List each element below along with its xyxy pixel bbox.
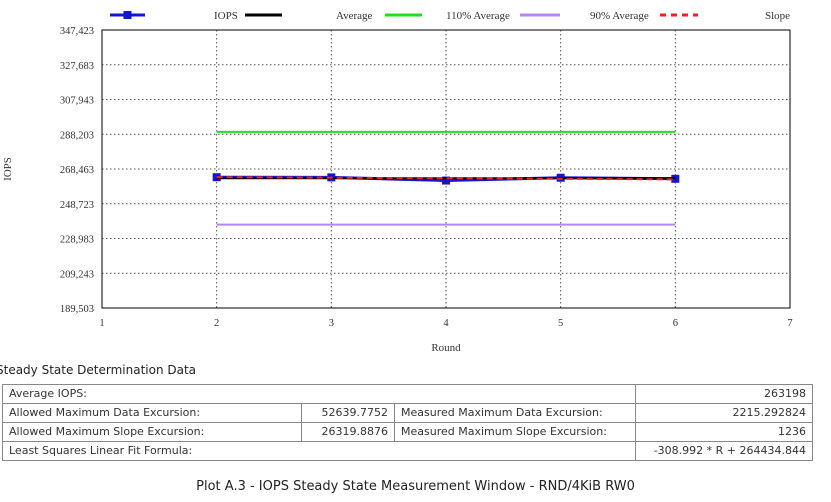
x-tick-label: 4: [443, 318, 449, 329]
y-tick-label: 268,463: [60, 165, 94, 176]
y-tick-label: 347,423: [60, 26, 94, 37]
measured-data-excursion-value: 2215.292824: [635, 403, 813, 423]
allowed-data-excursion-label: Allowed Maximum Data Excursion:: [2, 403, 302, 423]
table-row: Allowed Maximum Data Excursion: 52639.77…: [2, 403, 813, 423]
legend: IOPS Average 110% Average 90% Average Slope: [110, 10, 790, 22]
table-row: Allowed Maximum Slope Excursion: 26319.8…: [2, 422, 813, 442]
x-tick-label: 3: [329, 318, 334, 329]
chart-area: IOPS Average 110% Average 90% Average Slope …: [2, 10, 793, 354]
average-iops-label: Average IOPS:: [2, 384, 636, 404]
series-slope-line: [216, 176, 676, 181]
y-axis-label: IOPS: [2, 157, 14, 181]
measured-slope-excursion-label: Measured Maximum Slope Excursion:: [394, 422, 636, 442]
legend-label-90-average: 90% Average: [590, 10, 649, 22]
x-tick-label: 7: [787, 318, 792, 329]
allowed-data-excursion-value: 52639.7752: [301, 403, 395, 423]
x-axis-label: Round: [431, 342, 461, 354]
data-point: [442, 176, 450, 185]
fit-formula-value: -308.992 * R + 264434.844: [635, 441, 813, 461]
table-row: Average IOPS: 263198: [2, 384, 813, 404]
y-tick-label: 288,203: [60, 130, 94, 141]
allowed-slope-excursion-label: Allowed Maximum Slope Excursion:: [2, 422, 302, 442]
plot-frame: [101, 29, 791, 309]
x-axis-ticks: 1 2 3 4 5 6 7: [99, 318, 792, 329]
y-tick-label: 189,503: [60, 304, 94, 315]
legend-marker-iops: [123, 11, 132, 19]
y-tick-label: 307,943: [60, 96, 94, 107]
steady-state-table: Average IOPS: 263198 Allowed Maximum Dat…: [2, 384, 813, 461]
legend-label-110-average: 110% Average: [446, 10, 510, 22]
x-tick-label: 6: [673, 318, 678, 329]
x-tick-label: 1: [99, 318, 104, 329]
measured-slope-excursion-value: 1236: [635, 422, 813, 442]
series-lines: [212, 130, 680, 226]
y-tick-label: 209,243: [60, 269, 94, 280]
y-tick-label: 327,683: [60, 61, 94, 72]
table-row: Least Squares Linear Fit Formula: -308.9…: [2, 441, 813, 461]
average-iops-value: 263198: [635, 384, 813, 404]
grid: [102, 30, 790, 308]
table-title: Steady State Determination Data: [0, 363, 197, 377]
legend-label-iops: IOPS: [214, 10, 238, 22]
allowed-slope-excursion-value: 26319.8876: [301, 422, 395, 442]
measured-data-excursion-label: Measured Maximum Data Excursion:: [394, 403, 636, 423]
figure-caption: Plot A.3 - IOPS Steady State Measurement…: [196, 479, 635, 494]
x-tick-label: 2: [214, 318, 219, 329]
fit-formula-label: Least Squares Linear Fit Formula:: [2, 441, 636, 461]
x-tick-label: 5: [558, 318, 563, 329]
y-axis-ticks: 347,423 327,683 307,943 288,203 268,463 248,7…: [60, 26, 94, 315]
y-tick-label: 228,983: [60, 235, 94, 246]
legend-label-slope: Slope: [765, 10, 790, 22]
y-tick-label: 248,723: [60, 200, 94, 211]
legend-label-average: Average: [336, 10, 373, 22]
